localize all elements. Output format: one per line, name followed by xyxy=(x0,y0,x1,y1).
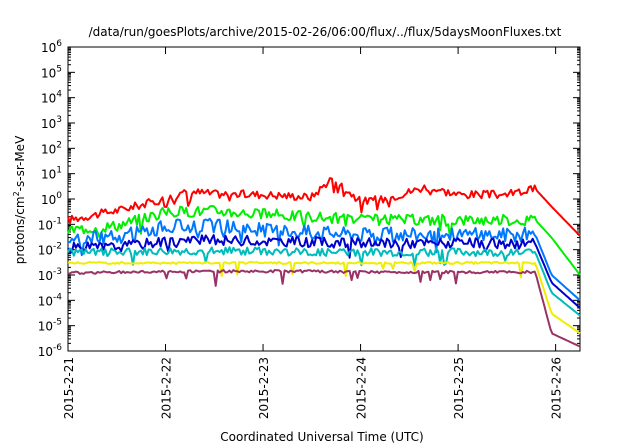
flux-series-line xyxy=(67,246,581,317)
y-tick-label: 10-3 xyxy=(38,267,62,283)
y-tick-mantissa: 10 xyxy=(38,294,53,308)
y-tick-exponent: -4 xyxy=(53,292,62,302)
y-tick-exponent: -5 xyxy=(53,318,62,328)
y-tick-exponent: 3 xyxy=(56,115,62,125)
y-axis-label: protons/cm2-s-sr-MeV xyxy=(12,135,27,264)
flux-series-line xyxy=(67,260,581,335)
x-tick-label: 2015-2-25 xyxy=(452,357,466,419)
y-tick-mantissa: 10 xyxy=(41,168,56,182)
y-axis-label-base: protons/cm xyxy=(13,196,27,264)
flux-series-line xyxy=(67,269,581,348)
y-tick-exponent: -1 xyxy=(53,216,62,226)
y-tick-exponent: 5 xyxy=(56,64,62,74)
y-axis-ticks: 10-610-510-410-310-210-11001011021031041… xyxy=(38,39,580,359)
x-tick-label: 2015-2-21 xyxy=(62,357,76,419)
x-tick-label: 2015-2-24 xyxy=(355,357,369,419)
x-axis-label: Coordinated Universal Time (UTC) xyxy=(220,430,423,444)
y-tick-mantissa: 10 xyxy=(41,41,56,55)
y-tick-label: 10-6 xyxy=(38,343,63,359)
y-tick-mantissa: 10 xyxy=(38,218,53,232)
y-tick-label: 10-5 xyxy=(38,318,62,334)
y-tick-mantissa: 10 xyxy=(38,320,53,334)
y-tick-label: 106 xyxy=(41,39,62,55)
y-tick-exponent: 0 xyxy=(56,191,62,201)
y-tick-mantissa: 10 xyxy=(38,345,53,359)
y-tick-exponent: 2 xyxy=(56,140,62,150)
y-tick-label: 100 xyxy=(41,191,62,207)
flux-series-line xyxy=(67,177,581,237)
x-tick-label: 2015-2-26 xyxy=(550,357,564,419)
y-tick-mantissa: 10 xyxy=(41,193,56,207)
x-axis-ticks: 2015-2-21 2015-2-22 2015-2-23 2015-2-24 2015… xyxy=(62,47,564,419)
y-tick-mantissa: 10 xyxy=(41,117,56,131)
y-tick-exponent: -2 xyxy=(53,242,62,252)
flux-series-line xyxy=(67,217,581,302)
plot-border xyxy=(67,46,581,352)
y-tick-label: 10-2 xyxy=(38,242,62,258)
series-layer xyxy=(67,177,581,348)
y-tick-exponent: 4 xyxy=(56,90,62,100)
x-tick-label: 2015-2-23 xyxy=(257,357,271,419)
y-tick-mantissa: 10 xyxy=(38,244,53,258)
y-tick-label: 103 xyxy=(41,115,62,131)
chart-title: /data/run/goesPlots/archive/2015-02-26/0… xyxy=(89,25,562,39)
y-tick-label: 102 xyxy=(41,140,62,156)
y-axis-label-sup: 2 xyxy=(12,191,21,196)
y-tick-label: 105 xyxy=(41,64,62,80)
y-tick-mantissa: 10 xyxy=(41,92,56,106)
y-tick-label: 10-1 xyxy=(38,216,62,232)
flux-series-line xyxy=(67,234,581,309)
x-tick-label: 2015-2-22 xyxy=(160,357,174,419)
y-tick-mantissa: 10 xyxy=(38,269,53,283)
y-tick-exponent: -3 xyxy=(53,267,62,277)
y-tick-exponent: 1 xyxy=(56,166,62,176)
plot-frame xyxy=(67,46,581,352)
y-tick-mantissa: 10 xyxy=(41,66,56,80)
y-tick-exponent: 6 xyxy=(56,39,62,49)
y-tick-mantissa: 10 xyxy=(41,142,56,156)
y-tick-label: 101 xyxy=(41,166,62,182)
y-tick-label: 10-4 xyxy=(38,292,63,308)
y-axis-label-rest: -s-sr-MeV xyxy=(13,135,27,191)
y-tick-exponent: -6 xyxy=(53,343,62,353)
flux-series-line xyxy=(67,205,581,276)
y-tick-label: 104 xyxy=(41,90,62,106)
